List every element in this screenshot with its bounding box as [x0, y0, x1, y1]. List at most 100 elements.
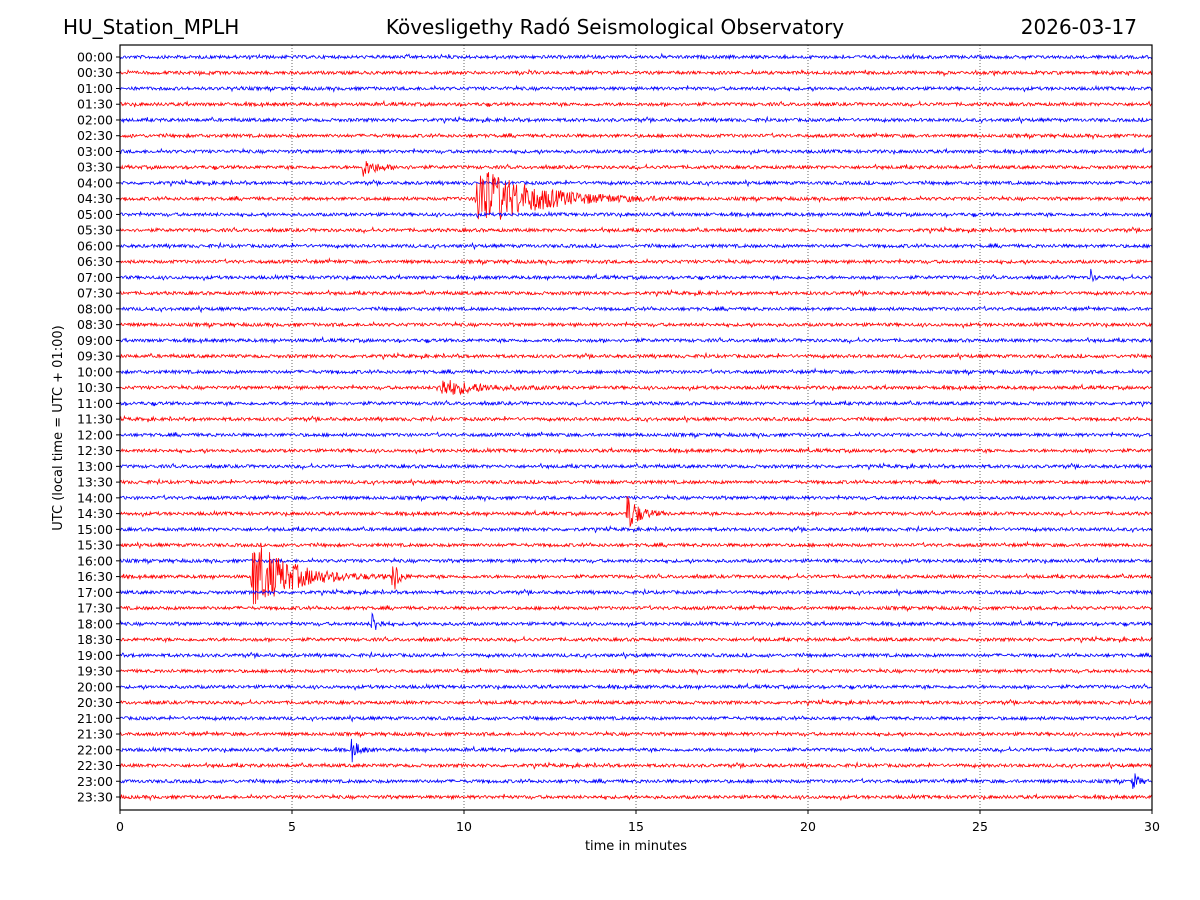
trace-1900: [119, 651, 1153, 660]
x-tick-label: 15: [628, 819, 644, 834]
trace-0700: [119, 268, 1153, 283]
trace-0530: [119, 225, 1153, 235]
y-tick-label: 07:00: [77, 270, 113, 285]
y-tick-label: 09:00: [77, 333, 113, 348]
x-tick-label: 30: [1144, 819, 1160, 834]
trace-0230: [119, 132, 1153, 141]
x-tick-label: 20: [800, 819, 816, 834]
y-tick-label: 01:30: [77, 97, 113, 112]
y-tick-label: 08:00: [77, 301, 113, 316]
y-tick-label: 12:30: [77, 443, 113, 458]
y-tick-label: 13:30: [77, 475, 113, 490]
y-tick-label: 15:30: [77, 538, 113, 553]
trace-2200: [119, 738, 1153, 763]
trace-1200: [119, 431, 1153, 440]
trace-0630: [119, 257, 1153, 267]
y-ticks: 00:0000:3001:0001:3002:0002:3003:0003:30…: [77, 50, 120, 805]
chart-title: Kövesligethy Radó Seismological Observat…: [385, 15, 845, 39]
y-tick-label: 03:30: [77, 160, 113, 175]
y-tick-label: 04:00: [77, 175, 113, 190]
y-tick-label: 22:00: [77, 742, 113, 757]
trace-1300: [119, 462, 1153, 471]
trace-1030: [119, 379, 1153, 396]
traces: [119, 52, 1153, 802]
trace-2330: [119, 793, 1153, 802]
trace-1800: [119, 612, 1153, 630]
trace-1600: [119, 556, 1153, 565]
y-tick-label: 14:00: [77, 490, 113, 505]
y-tick-label: 10:00: [77, 364, 113, 379]
y-tick-label: 16:00: [77, 553, 113, 568]
trace-1500: [119, 524, 1153, 534]
x-tick-label: 10: [456, 819, 472, 834]
trace-1730: [119, 604, 1153, 613]
y-tick-label: 00:00: [77, 50, 113, 65]
trace-0030: [119, 68, 1153, 78]
y-tick-label: 05:00: [77, 207, 113, 222]
y-tick-label: 00:30: [77, 65, 113, 80]
trace-0800: [119, 304, 1153, 314]
trace-1100: [119, 399, 1153, 408]
y-tick-label: 21:00: [77, 711, 113, 726]
trace-0400: [119, 178, 1153, 188]
x-tick-label: 5: [288, 819, 296, 834]
trace-1400: [119, 493, 1153, 503]
y-tick-label: 22:30: [77, 758, 113, 773]
station-name: HU_Station_MPLH: [63, 15, 240, 39]
trace-1830: [119, 635, 1153, 644]
y-tick-label: 15:00: [77, 522, 113, 537]
trace-0100: [119, 84, 1153, 93]
trace-1700: [119, 587, 1153, 597]
trace-0500: [119, 210, 1153, 219]
y-tick-label: 23:30: [77, 790, 113, 805]
trace-1430: [119, 495, 1153, 528]
y-tick-label: 18:30: [77, 632, 113, 647]
trace-0200: [119, 115, 1153, 125]
y-tick-label: 14:30: [77, 506, 113, 521]
trace-1630: [119, 547, 1153, 605]
trace-0730: [119, 288, 1153, 298]
trace-1330: [119, 477, 1153, 487]
trace-0900: [119, 336, 1153, 345]
trace-2030: [119, 698, 1153, 707]
trace-0830: [119, 320, 1153, 329]
grid-lines: [291, 45, 981, 810]
y-tick-label: 21:30: [77, 727, 113, 742]
y-tick-label: 13:00: [77, 459, 113, 474]
trace-2230: [119, 761, 1153, 770]
trace-0930: [119, 351, 1153, 361]
y-tick-label: 19:00: [77, 648, 113, 663]
y-tick-label: 11:30: [77, 412, 113, 427]
trace-0330: [119, 160, 1153, 177]
trace-1130: [119, 414, 1153, 424]
y-axis-label: UTC (local time = UTC + 01:00): [51, 325, 66, 530]
trace-1530: [119, 540, 1153, 550]
trace-0130: [119, 99, 1153, 109]
x-tick-label: 0: [116, 819, 124, 834]
y-tick-label: 20:00: [77, 679, 113, 694]
y-tick-label: 06:30: [77, 254, 113, 269]
y-tick-label: 02:00: [77, 112, 113, 127]
y-tick-label: 06:00: [77, 238, 113, 253]
x-axis-label: time in minutes: [585, 839, 687, 854]
y-tick-label: 04:30: [77, 191, 113, 206]
trace-2130: [119, 730, 1153, 739]
y-tick-label: 20:30: [77, 695, 113, 710]
trace-1000: [119, 367, 1153, 377]
y-tick-label: 18:00: [77, 616, 113, 631]
y-tick-label: 08:30: [77, 317, 113, 332]
y-tick-label: 01:00: [77, 81, 113, 96]
y-tick-label: 11:00: [77, 396, 113, 411]
y-tick-label: 02:30: [77, 128, 113, 143]
y-tick-label: 19:30: [77, 664, 113, 679]
y-tick-label: 16:30: [77, 569, 113, 584]
chart-date: 2026-03-17: [1020, 15, 1137, 39]
y-tick-label: 23:00: [77, 774, 113, 789]
trace-2100: [119, 714, 1152, 723]
trace-2300: [119, 773, 1153, 789]
y-tick-label: 05:30: [77, 223, 113, 238]
y-tick-label: 10:30: [77, 380, 113, 395]
y-tick-label: 12:00: [77, 427, 113, 442]
trace-0000: [119, 52, 1153, 61]
